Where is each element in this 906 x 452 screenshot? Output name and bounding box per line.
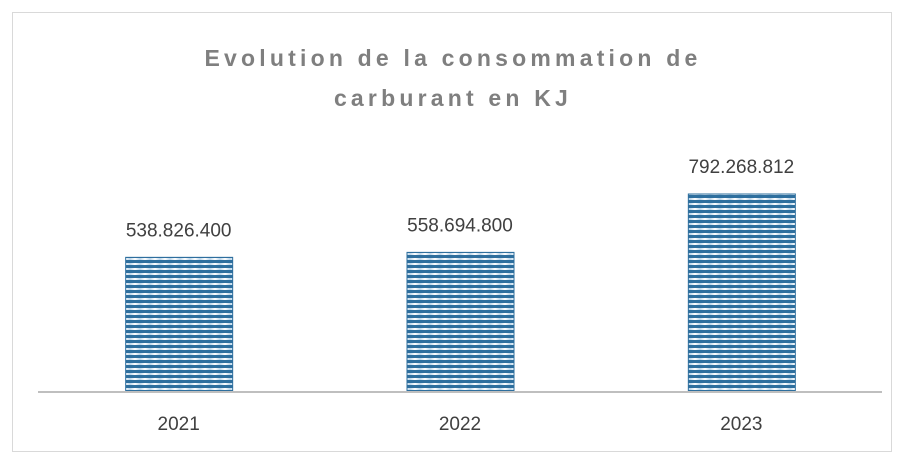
- bar-fill: [125, 257, 233, 392]
- bar: [406, 251, 515, 393]
- bar-fill: [407, 252, 514, 392]
- x-tick-label: 2023: [720, 414, 762, 435]
- chart-title: Evolution de la consommation de carburan…: [204, 45, 702, 111]
- x-tick-label: 2021: [158, 414, 200, 435]
- bar-fill: [688, 194, 796, 392]
- x-tick-label: 2022: [439, 414, 481, 435]
- data-label: 792.268.812: [688, 157, 794, 178]
- bar: [125, 256, 234, 393]
- data-label: 538.826.400: [126, 220, 232, 241]
- data-label: 558.694.800: [407, 215, 513, 236]
- bar: [687, 193, 796, 393]
